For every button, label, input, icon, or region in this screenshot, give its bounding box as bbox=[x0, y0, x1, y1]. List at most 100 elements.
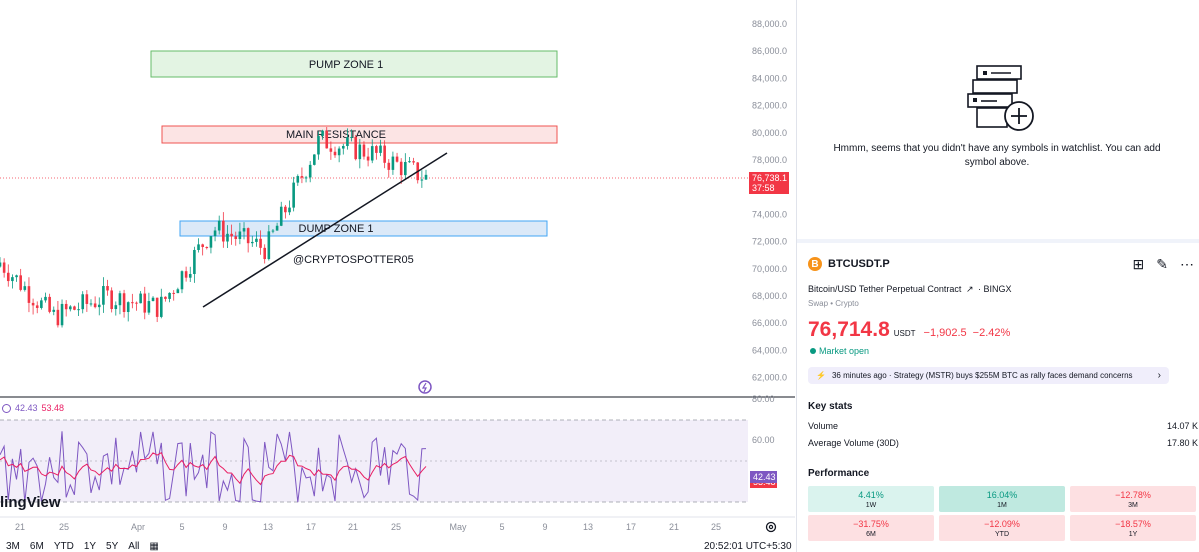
external-link-icon[interactable]: ↗ bbox=[965, 284, 974, 294]
edit-icon[interactable]: ✎ bbox=[1156, 256, 1168, 272]
price-chart-svg[interactable]: 88,000.0 86,000.0 84,000.0 82,000.0 80,000.0… bbox=[0, 0, 795, 552]
price-change: −1,902.5 bbox=[923, 327, 967, 339]
candle-body bbox=[358, 144, 362, 160]
candle-body bbox=[40, 300, 43, 308]
price-axis-label: 80,000.0 bbox=[752, 128, 787, 138]
perf-cell-1m[interactable]: 16.04% 1M bbox=[939, 486, 1065, 512]
dump-zone-box[interactable] bbox=[179, 220, 548, 237]
symbol-details: B BTCUSDT.P ⊞ ✎ ⋯ Bitcoin/USD Tether Per… bbox=[797, 247, 1199, 552]
candle-body bbox=[325, 130, 329, 149]
candle-body bbox=[271, 230, 275, 232]
candle-body bbox=[284, 206, 287, 213]
candle-body bbox=[60, 303, 64, 326]
range-6m-button[interactable]: 6M bbox=[29, 540, 44, 552]
time-axis-label: 21 bbox=[348, 522, 358, 532]
candle-body bbox=[180, 271, 184, 290]
symbol-description[interactable]: Bitcoin/USD Tether Perpetual Contract bbox=[808, 284, 962, 294]
time-axis-label: 25 bbox=[711, 522, 721, 532]
candle-body bbox=[106, 286, 109, 291]
symbol-ticker[interactable]: BTCUSDT.P bbox=[828, 258, 890, 270]
pump-zone-box[interactable] bbox=[150, 50, 558, 78]
news-headline[interactable]: ⚡ 36 minutes ago · Strategy (MSTR) buys … bbox=[808, 367, 1169, 384]
candle-body bbox=[19, 275, 22, 290]
rsi-axis-60: 60.00 bbox=[752, 435, 775, 445]
perf-value: 16.04% bbox=[986, 489, 1018, 500]
candle-body bbox=[362, 144, 366, 157]
range-all-button[interactable]: All bbox=[128, 540, 140, 552]
symbol-description-row: Bitcoin/USD Tether Perpetual Contract ↗ … bbox=[808, 284, 1012, 295]
perf-value: −31.75% bbox=[853, 518, 889, 529]
candle-body bbox=[77, 309, 80, 311]
candle-body bbox=[222, 220, 225, 242]
support-trendline[interactable] bbox=[202, 152, 448, 308]
candle-body bbox=[226, 233, 229, 242]
news-text: 36 minutes ago · Strategy (MSTR) buys $2… bbox=[831, 371, 1133, 380]
candle-body bbox=[164, 296, 167, 299]
calendar-icon[interactable]: ▦ bbox=[149, 540, 159, 552]
indicator-icon bbox=[2, 403, 11, 413]
candle-body bbox=[238, 231, 242, 240]
perf-label: 1M bbox=[997, 501, 1007, 509]
candle-body bbox=[408, 161, 411, 163]
more-options-icon[interactable]: ⋯ bbox=[1180, 256, 1194, 272]
candle-body bbox=[27, 286, 31, 303]
market-status-label: Market open bbox=[819, 346, 870, 356]
candle-body bbox=[151, 297, 155, 302]
candle-body bbox=[337, 148, 341, 156]
candle-body bbox=[143, 293, 147, 313]
rsi-band bbox=[0, 420, 748, 502]
time-axis-label: 17 bbox=[306, 522, 316, 532]
candle-body bbox=[89, 303, 93, 305]
price-axis-label: 64,000.0 bbox=[752, 345, 787, 355]
candle-body bbox=[404, 161, 407, 176]
lightning-icon[interactable] bbox=[418, 380, 432, 394]
perf-label: YTD bbox=[995, 530, 1009, 538]
candle-body bbox=[255, 238, 258, 242]
chart-pane[interactable]: 88,000.0 86,000.0 84,000.0 82,000.0 80,000.0… bbox=[0, 0, 795, 552]
clock-readout[interactable]: 20:52:01 UTC+5:30 bbox=[704, 541, 792, 552]
candle-body bbox=[300, 176, 304, 178]
candle-body bbox=[379, 145, 382, 153]
candle-body bbox=[259, 238, 262, 248]
candle-body bbox=[160, 296, 163, 317]
candle-body bbox=[292, 182, 295, 208]
perf-label: 6M bbox=[866, 530, 876, 538]
candle-body bbox=[246, 228, 250, 244]
candle-body bbox=[184, 271, 188, 278]
range-ytd-button[interactable]: YTD bbox=[53, 540, 74, 552]
candle-body bbox=[234, 236, 238, 240]
perf-cell-3m[interactable]: −12.78% 3M bbox=[1070, 486, 1196, 512]
symbol-header[interactable]: B BTCUSDT.P bbox=[808, 257, 890, 271]
perf-cell-6m[interactable]: −31.75% 6M bbox=[808, 515, 934, 541]
range-3m-button[interactable]: 3M bbox=[6, 540, 20, 552]
range-1y-button[interactable]: 1Y bbox=[83, 540, 97, 552]
performance-grid: 4.41% 1W 16.04% 1M −12.78% 3M −31.75% 6M −12… bbox=[808, 486, 1196, 541]
time-axis-label: 9 bbox=[222, 522, 227, 532]
perf-cell-1w[interactable]: 4.41% 1W bbox=[808, 486, 934, 512]
settings-gear-icon[interactable] bbox=[764, 520, 778, 534]
candle-body bbox=[193, 249, 196, 275]
candle-body bbox=[321, 130, 324, 136]
candle-body bbox=[2, 262, 6, 273]
perf-cell-ytd[interactable]: −12.09% YTD bbox=[939, 515, 1065, 541]
perf-value: −18.57% bbox=[1115, 518, 1151, 529]
candle-body bbox=[168, 292, 171, 299]
candle-body bbox=[52, 309, 56, 312]
range-bar: 3M 6M YTD 1Y 5Y All ▦ bbox=[0, 540, 795, 552]
market-status: Market open bbox=[810, 346, 869, 356]
candle-body bbox=[135, 302, 138, 304]
stat-volume-label: Volume bbox=[808, 421, 839, 431]
candle-body bbox=[102, 286, 105, 305]
candle-body bbox=[288, 207, 291, 213]
grid-layout-icon[interactable]: ⊞ bbox=[1132, 256, 1145, 272]
candle-body bbox=[6, 272, 10, 282]
candle-body bbox=[69, 306, 72, 310]
last-price-value: 76,738.1 bbox=[752, 173, 788, 183]
range-5y-button[interactable]: 5Y bbox=[106, 540, 119, 552]
price-axis-label: 86,000.0 bbox=[752, 46, 787, 56]
rsi-legend[interactable]: 42.43 53.48 bbox=[2, 403, 64, 413]
rsi-axis-80: 80.00 bbox=[752, 394, 775, 404]
candles bbox=[0, 126, 428, 328]
perf-cell-1y[interactable]: −18.57% 1Y bbox=[1070, 515, 1196, 541]
stat-volume: Volume 14.07 K bbox=[808, 421, 1198, 431]
